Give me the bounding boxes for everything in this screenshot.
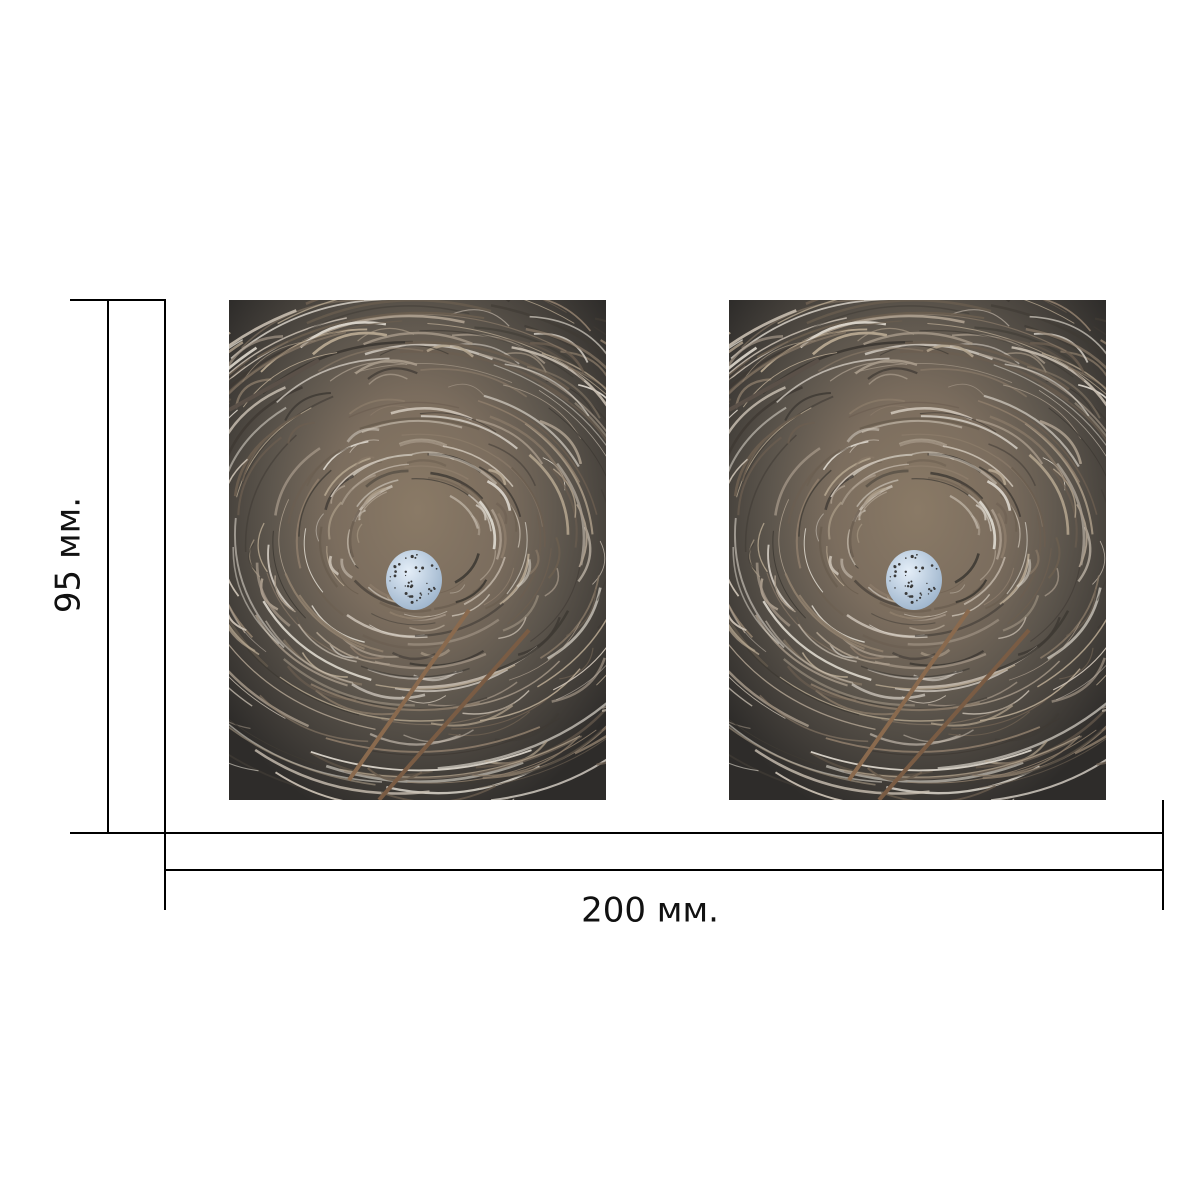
width-label: 200 мм. — [581, 891, 719, 931]
photo-left — [97, 264, 740, 818]
photo-right — [597, 264, 1200, 818]
height-label: 95 мм. — [49, 497, 89, 613]
